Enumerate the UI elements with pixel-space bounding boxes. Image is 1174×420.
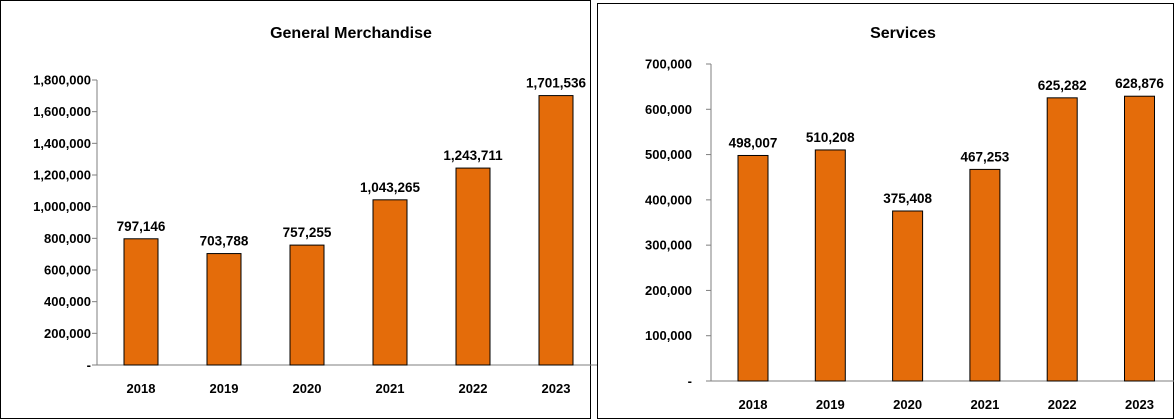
- y-tick-label: -: [87, 358, 91, 373]
- data-label: 467,253: [960, 149, 1009, 164]
- data-label: 510,208: [806, 130, 855, 145]
- data-label: 757,255: [283, 225, 332, 240]
- bar: [123, 238, 159, 366]
- y-tick-label: 800,000: [44, 231, 91, 246]
- bar: [289, 244, 325, 366]
- y-tick-label: 400,000: [645, 192, 692, 207]
- x-tick-label: 2018: [127, 381, 156, 396]
- data-label: 628,876: [1115, 76, 1164, 91]
- x-tick-label: 2022: [459, 381, 488, 396]
- x-tick-label: 2022: [1048, 397, 1077, 412]
- y-tick-label: 400,000: [44, 294, 91, 309]
- chart-title: Services: [870, 25, 936, 42]
- y-tick-label: 200,000: [44, 326, 91, 341]
- y-tick-label: 1,200,000: [33, 168, 91, 183]
- data-label: 625,282: [1038, 78, 1087, 93]
- data-label: 1,243,711: [443, 148, 503, 163]
- x-tick-label: 2019: [816, 397, 845, 412]
- bar: [892, 210, 924, 382]
- x-tick-label: 2021: [376, 381, 405, 396]
- bar: [372, 199, 408, 366]
- y-tick-label: 1,000,000: [33, 199, 91, 214]
- data-label: 1,701,536: [526, 76, 587, 91]
- y-tick-label: 1,600,000: [33, 104, 91, 119]
- chart-svg-services: Services - 100,000 200,000 300,000 400,000 50…: [645, 25, 1174, 412]
- data-label: 498,007: [729, 135, 778, 150]
- x-tick-label: 2018: [739, 397, 768, 412]
- y-tick-label: 200,000: [645, 283, 692, 298]
- y-tick-label: -: [688, 374, 692, 389]
- data-label: 703,788: [200, 234, 249, 249]
- y-tick-label: 600,000: [44, 263, 91, 278]
- y-tick-label: 1,800,000: [33, 73, 91, 88]
- bar: [206, 253, 242, 366]
- chart-panel-services: Services - 100,000 200,000 300,000 400,000 50…: [597, 3, 1174, 419]
- x-tick-label: 2019: [210, 381, 239, 396]
- bar: [1046, 97, 1078, 382]
- y-tick-label: 600,000: [645, 102, 692, 117]
- x-tick-label: 2023: [542, 381, 571, 396]
- bar: [814, 149, 846, 382]
- y-tick-label: 300,000: [645, 238, 692, 253]
- y-tick-label: 1,400,000: [33, 136, 91, 151]
- x-tick-label: 2021: [970, 397, 999, 412]
- bar: [538, 95, 574, 366]
- data-label: 797,146: [117, 219, 166, 234]
- bar: [455, 167, 491, 366]
- x-tick-label: 2020: [293, 381, 322, 396]
- chart-svg-general-merchandise: General Merchandise - 200,000 400,000 600,0…: [33, 25, 598, 396]
- bar: [1124, 95, 1155, 382]
- bar: [737, 154, 769, 382]
- x-tick-label: 2023: [1125, 397, 1154, 412]
- y-tick-label: 700,000: [645, 57, 692, 72]
- bar: [969, 168, 1001, 382]
- y-tick-label: 100,000: [645, 328, 692, 343]
- data-label: 375,408: [883, 191, 932, 206]
- chart-panel-general-merchandise: General Merchandise - 200,000 400,000 600,0…: [0, 0, 598, 419]
- y-tick-label: 500,000: [645, 147, 692, 162]
- chart-title: General Merchandise: [270, 25, 432, 42]
- x-tick-label: 2020: [893, 397, 922, 412]
- data-label: 1,043,265: [360, 180, 421, 195]
